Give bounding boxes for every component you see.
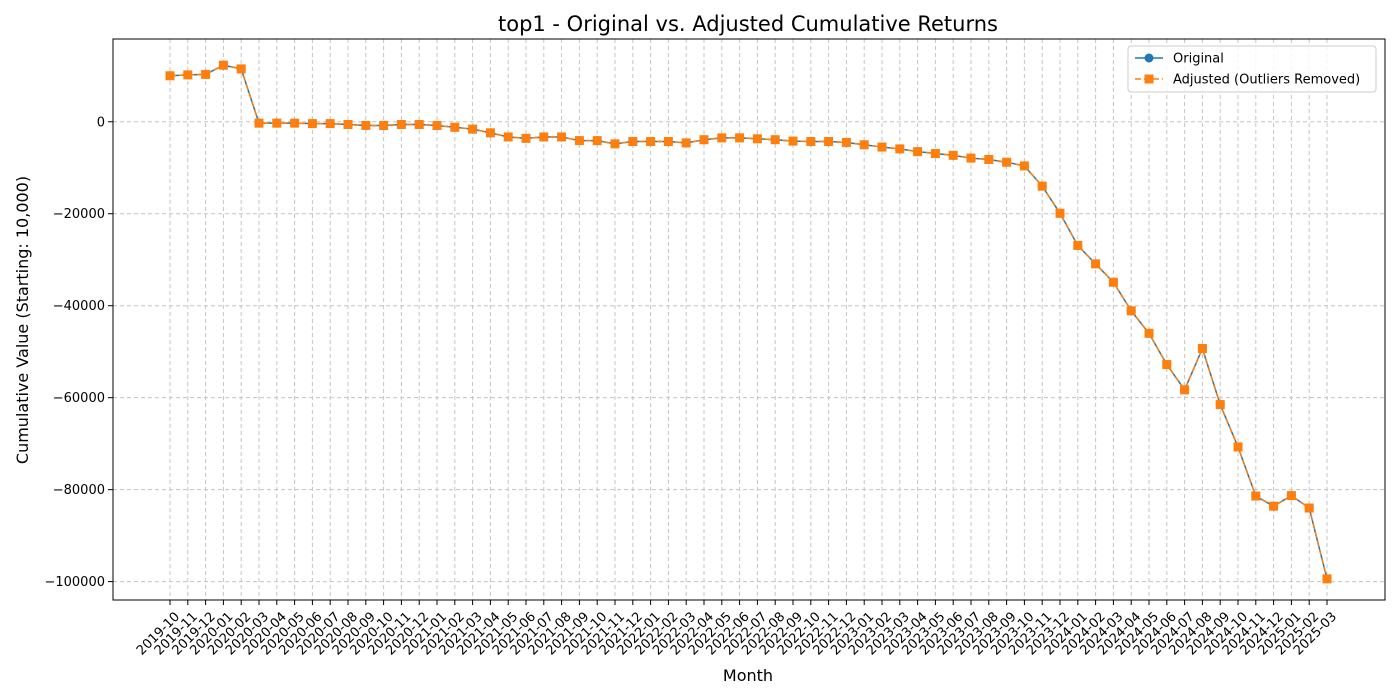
data-point-square [557,132,567,142]
data-point-square [272,118,282,128]
legend-box [1127,45,1377,93]
data-point-square [201,69,211,79]
data-point-square [1197,343,1207,353]
data-point-square [859,140,869,150]
legend: Original Adjusted (Outliers Removed) [1127,45,1377,93]
data-point-square [752,134,762,144]
data-point-square [646,137,656,147]
data-point-square [539,132,549,142]
data-point-square [468,124,478,134]
data-point-square [236,64,246,74]
data-point-square [1269,501,1279,511]
data-point-square [183,70,193,80]
data-point-square [663,137,673,147]
data-point-square [485,128,495,138]
x-axis-label: Month [723,666,773,685]
y-tick-label: −100000 [44,575,105,590]
data-point-square [1108,277,1118,287]
data-point-square [521,133,531,143]
y-tick-label: 0 [97,115,105,130]
y-axis: 0 −20000 −40000 −60000 −80000 −100000 [44,115,113,590]
data-point-square [396,120,406,130]
y-tick-label: −40000 [53,299,105,314]
data-point-square [913,147,923,157]
data-point-square [877,142,887,152]
data-point-square [895,144,905,154]
data-point-square [930,148,940,158]
y-tick-label: −20000 [53,207,105,222]
data-point-square [1055,208,1065,218]
data-point-square [1286,491,1296,501]
data-point-square [218,60,228,70]
x-axis: 2019-102019-112019-122020-012020-022020-… [134,600,1340,658]
data-point-square [610,139,620,149]
data-point-square [806,137,816,147]
grid [113,39,1385,600]
data-point-square [1233,442,1243,452]
series-line-0 [169,64,1328,580]
data-point-square [361,120,371,130]
data-point-square [290,118,300,128]
data-point-square [592,136,602,146]
data-point-square [1251,491,1261,501]
data-point-square [574,136,584,146]
data-point-square [735,133,745,143]
data-point-square [343,120,353,130]
series-layer [165,60,1332,584]
data-point-square [788,136,798,146]
data-point-square [432,120,442,130]
data-point-square [1322,574,1332,584]
data-point-square [379,120,389,130]
plot-frame [112,38,1386,601]
data-point-square [717,133,727,143]
y-tick-label: −60000 [53,391,105,406]
data-point-square [1019,161,1029,171]
data-point-square [699,135,709,145]
data-point-square [450,122,460,132]
data-point-square [770,135,780,145]
data-point-square [1162,360,1172,370]
data-point-square [824,137,834,147]
data-point-square [1091,259,1101,269]
legend-label-0: Original [1173,52,1224,67]
legend-marker-square [1144,74,1154,84]
data-point-square [254,118,264,128]
data-point-square [1215,400,1225,410]
data-point-square [1037,181,1047,191]
data-point-square [1304,503,1314,513]
data-point-square [1180,385,1190,395]
data-point-square [414,120,424,130]
y-tick-label: −80000 [53,483,105,498]
data-point-square [628,137,638,147]
data-point-square [307,119,317,129]
data-point-square [1073,240,1083,250]
data-point-square [948,150,958,160]
y-axis-label: Cumulative Value (Starting: 10,000) [13,176,32,464]
data-point-square [503,132,513,142]
data-point-square [681,138,691,148]
data-point-square [1144,328,1154,338]
data-point-square [165,71,175,81]
data-point-square [966,153,976,163]
data-point-square [984,154,994,164]
chart-title: top1 - Original vs. Adjusted Cumulative … [498,12,998,36]
data-point-square [1126,306,1136,316]
data-point-square [841,137,851,147]
data-point-square [325,119,335,129]
legend-marker-circle [1144,53,1154,63]
data-point-square [1002,157,1012,167]
series-line-1 [169,64,1328,580]
legend-label-1: Adjusted (Outliers Removed) [1173,73,1360,88]
